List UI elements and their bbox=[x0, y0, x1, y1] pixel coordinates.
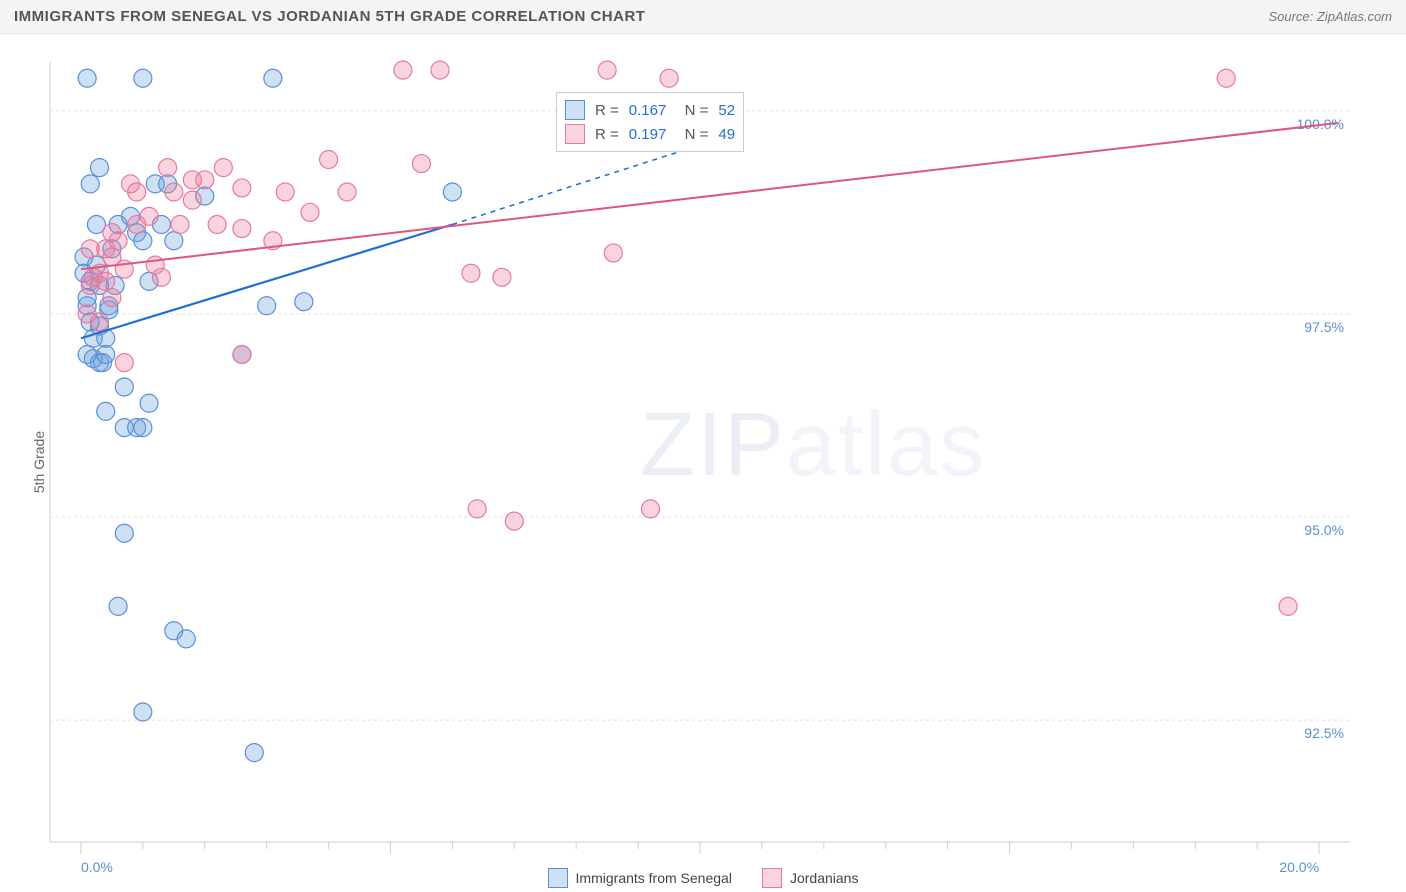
source-label: Source: ZipAtlas.com bbox=[1268, 9, 1392, 24]
legend-label: Immigrants from Senegal bbox=[576, 870, 732, 886]
legend-item-senegal: Immigrants from Senegal bbox=[548, 868, 732, 888]
svg-text:95.0%: 95.0% bbox=[1304, 522, 1344, 538]
svg-text:97.5%: 97.5% bbox=[1304, 319, 1344, 335]
legend-item-jordanians: Jordanians bbox=[762, 868, 859, 888]
chart-title: IMMIGRANTS FROM SENEGAL VS JORDANIAN 5TH… bbox=[14, 8, 645, 25]
legend-label: Jordanians bbox=[790, 870, 859, 886]
stats-legend: R = 0.167 N = 52 R = 0.197 N = 49 bbox=[556, 92, 744, 152]
series-legend: Immigrants from Senegal Jordanians bbox=[0, 868, 1406, 888]
chart-area: 5th Grade 92.5%95.0%97.5%100.0%0.0%20.0%… bbox=[0, 34, 1406, 890]
svg-text:92.5%: 92.5% bbox=[1304, 725, 1344, 741]
y-axis-label: 5th Grade bbox=[31, 431, 47, 493]
legend-swatch-icon bbox=[762, 868, 782, 888]
title-bar: IMMIGRANTS FROM SENEGAL VS JORDANIAN 5TH… bbox=[0, 0, 1406, 34]
scatter-plot-svg: 92.5%95.0%97.5%100.0%0.0%20.0% bbox=[0, 34, 1406, 890]
legend-swatch-icon bbox=[548, 868, 568, 888]
